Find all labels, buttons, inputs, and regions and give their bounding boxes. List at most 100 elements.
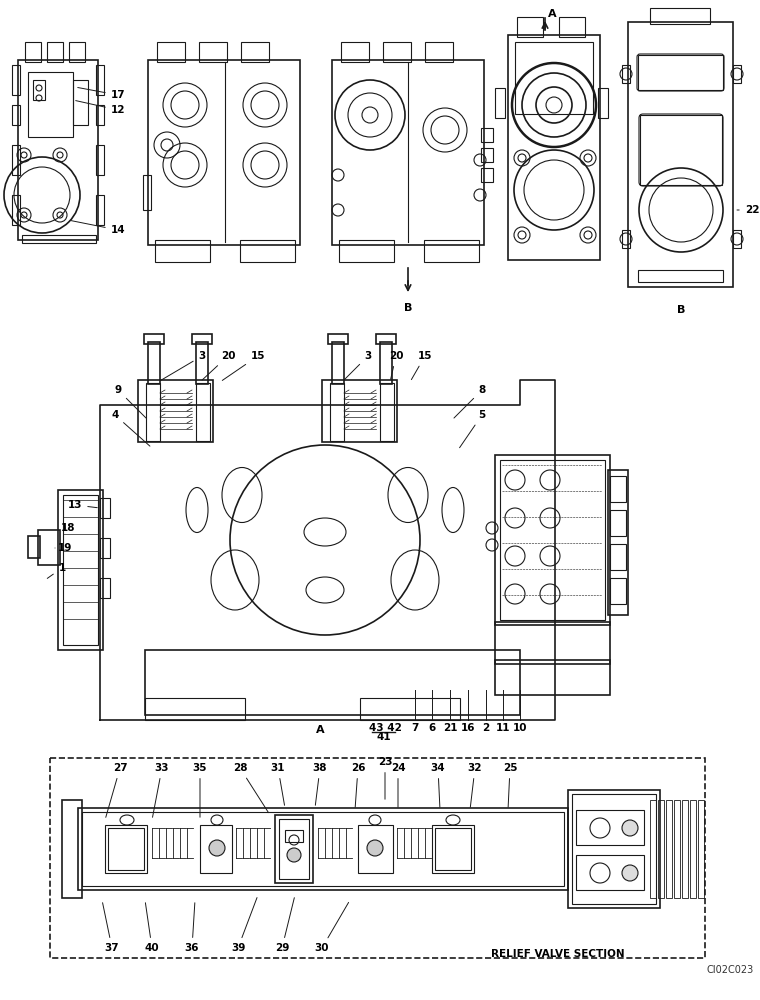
Text: 26: 26 xyxy=(351,763,366,807)
Bar xyxy=(358,825,393,873)
Text: 12: 12 xyxy=(76,101,125,115)
Text: 21: 21 xyxy=(443,723,458,733)
Circle shape xyxy=(287,848,301,862)
Text: 15: 15 xyxy=(222,351,265,380)
Bar xyxy=(155,240,210,262)
Bar xyxy=(638,55,723,90)
Bar xyxy=(610,578,626,604)
Bar xyxy=(380,383,394,441)
Text: 28: 28 xyxy=(233,763,268,813)
Bar xyxy=(200,825,232,873)
Bar xyxy=(157,42,185,62)
Bar xyxy=(100,578,110,598)
Bar xyxy=(12,65,20,95)
Bar xyxy=(598,88,608,118)
Text: 23: 23 xyxy=(378,757,392,799)
Text: 17: 17 xyxy=(78,88,125,100)
Text: 31: 31 xyxy=(271,763,285,805)
Bar xyxy=(515,42,593,114)
Bar xyxy=(425,42,453,62)
Text: 15: 15 xyxy=(411,351,432,380)
Text: 41: 41 xyxy=(377,732,391,742)
Bar xyxy=(78,808,568,890)
Bar xyxy=(241,42,269,62)
Bar xyxy=(96,105,104,125)
Bar xyxy=(666,800,672,898)
Bar xyxy=(733,65,741,83)
Bar xyxy=(12,145,20,175)
Bar xyxy=(435,828,471,870)
Bar xyxy=(650,8,710,24)
Bar xyxy=(196,383,210,441)
Bar xyxy=(82,812,564,886)
Text: 9: 9 xyxy=(115,385,146,418)
Bar xyxy=(145,650,520,715)
Bar xyxy=(328,334,348,344)
Bar xyxy=(495,622,610,664)
Bar xyxy=(58,490,103,650)
Bar xyxy=(690,800,696,898)
Bar xyxy=(199,42,227,62)
Text: 37: 37 xyxy=(103,903,119,953)
Bar xyxy=(33,80,45,100)
Bar xyxy=(640,115,722,185)
Bar xyxy=(674,800,680,898)
Bar xyxy=(240,240,295,262)
Bar xyxy=(144,334,164,344)
Text: 16: 16 xyxy=(461,723,475,733)
Bar xyxy=(96,65,104,95)
Bar xyxy=(650,800,656,898)
Bar xyxy=(105,825,147,873)
Bar xyxy=(145,698,245,720)
Bar xyxy=(148,342,160,384)
Bar xyxy=(96,145,104,175)
Bar xyxy=(50,758,705,958)
Bar xyxy=(47,42,63,62)
Bar xyxy=(341,42,369,62)
Bar xyxy=(138,380,213,442)
Text: 40: 40 xyxy=(144,903,160,953)
Bar xyxy=(28,536,40,558)
Bar xyxy=(610,510,626,536)
Bar xyxy=(610,544,626,570)
Bar xyxy=(576,855,644,890)
Text: 43 42: 43 42 xyxy=(369,723,401,733)
Bar xyxy=(100,498,110,518)
Bar xyxy=(610,476,626,502)
Text: 22: 22 xyxy=(737,205,759,215)
Bar xyxy=(279,819,309,879)
Bar xyxy=(339,240,394,262)
Text: 20: 20 xyxy=(202,351,236,380)
Bar xyxy=(622,230,630,248)
Text: 25: 25 xyxy=(503,763,518,807)
Text: 39: 39 xyxy=(231,898,257,953)
Text: 18: 18 xyxy=(61,523,75,533)
Text: 19: 19 xyxy=(55,543,72,553)
Circle shape xyxy=(622,865,638,881)
Bar xyxy=(380,342,392,384)
Bar xyxy=(332,60,484,245)
Bar xyxy=(576,810,644,845)
Text: 36: 36 xyxy=(185,903,199,953)
Bar xyxy=(572,794,656,904)
Bar xyxy=(481,168,493,182)
Text: 29: 29 xyxy=(275,898,294,953)
Text: 32: 32 xyxy=(467,763,483,807)
Bar xyxy=(100,538,110,558)
Text: 30: 30 xyxy=(315,902,349,953)
Text: A: A xyxy=(548,9,556,19)
Bar xyxy=(500,460,605,620)
Bar xyxy=(18,60,98,240)
Text: 3: 3 xyxy=(344,351,372,380)
Text: 13: 13 xyxy=(68,500,97,510)
Circle shape xyxy=(622,820,638,836)
Bar xyxy=(62,800,82,898)
Bar xyxy=(69,42,85,62)
Bar xyxy=(96,195,104,225)
Bar xyxy=(332,342,344,384)
Bar xyxy=(568,790,660,908)
Text: 11: 11 xyxy=(496,723,510,733)
Text: 10: 10 xyxy=(513,723,527,733)
Bar xyxy=(196,342,208,384)
Bar xyxy=(38,530,60,565)
